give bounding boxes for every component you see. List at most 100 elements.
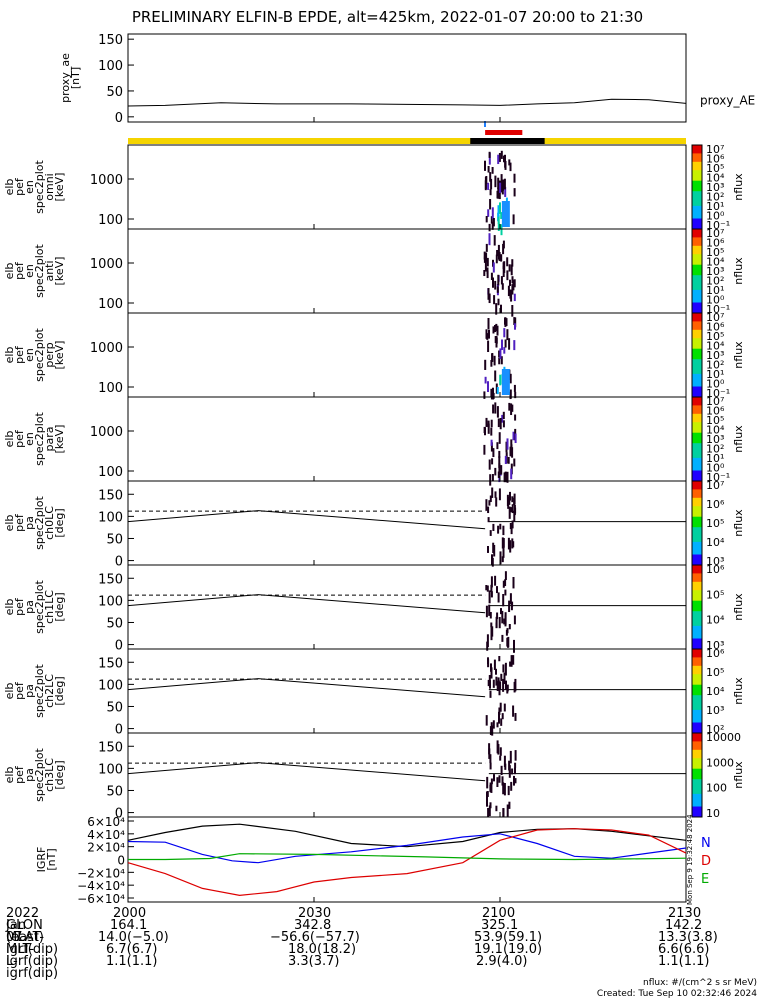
colorbar-segment xyxy=(692,560,702,564)
spectrogram-pixel xyxy=(487,381,489,393)
spectrogram-pixel xyxy=(488,329,490,339)
pa-spectrogram-pixel xyxy=(500,765,503,776)
igrf-series-green xyxy=(128,853,687,861)
spectrogram-pixel xyxy=(500,276,503,285)
colorbar-segment xyxy=(692,226,702,230)
y-tick-label: −4×10⁴ xyxy=(77,879,125,893)
colorbar-segment xyxy=(692,476,702,480)
pa-spectrogram-pixel xyxy=(509,661,512,667)
spectrogram-pixel xyxy=(493,295,496,305)
colorbar-segment xyxy=(692,777,702,780)
colorbar-segment xyxy=(692,768,702,772)
colorbar-segment xyxy=(692,189,702,192)
pa-spectrogram-pixel xyxy=(499,681,502,690)
orbit-bar-red xyxy=(485,130,523,135)
colorbar-segment xyxy=(692,258,702,261)
colorbar-segment xyxy=(692,418,702,421)
spectrogram-pixel xyxy=(503,178,506,190)
pa-spectrogram-pixel xyxy=(486,791,488,799)
axis-ylabel-line: elb xyxy=(3,599,16,616)
spectrogram-pixel xyxy=(488,152,491,165)
spectrogram-pixel xyxy=(491,458,494,465)
colorbar-segment xyxy=(692,793,702,797)
spectrogram-bright-region xyxy=(501,201,510,227)
axis-ylabel-line: pef xyxy=(13,765,26,784)
panel-pa_ch2 xyxy=(127,648,703,736)
spectrogram-pixel xyxy=(485,252,488,262)
colorbar-segment xyxy=(692,695,702,698)
colorbar-tick-label: 10⁰ xyxy=(706,210,725,223)
colorbar-segment xyxy=(692,302,702,306)
pa-spectrogram-pixel xyxy=(485,715,488,726)
colorbar-segment xyxy=(692,163,702,167)
colorbar-segment xyxy=(692,447,702,450)
colorbar-segment xyxy=(692,285,702,289)
colorbar-segment xyxy=(692,235,702,238)
axis-ylabel-line: elb xyxy=(3,179,16,196)
legend-proxy-ae: proxy_AE xyxy=(700,93,755,107)
row-value: 13.3(3.8) xyxy=(658,930,718,945)
panel-en_omni xyxy=(127,144,703,236)
spectrogram-pixel xyxy=(496,442,499,450)
pa-spectrogram-pixel xyxy=(511,538,514,549)
axis-ylabel-line: [keV] xyxy=(53,257,66,286)
panel-pa_ch3 xyxy=(127,732,703,818)
colorbar-tick-label: 10³ xyxy=(706,265,724,278)
spectrogram-pixel xyxy=(513,173,516,183)
spectrogram-pixel xyxy=(487,288,490,300)
axis-ylabel-line: ch2LC xyxy=(43,674,56,708)
spectrogram-pixel xyxy=(490,388,493,398)
colorbar-segment xyxy=(692,174,702,177)
colorbar-tick-label: 10³ xyxy=(706,704,724,717)
spectrogram-pixel xyxy=(496,387,499,395)
axis-ylabel-line: elb xyxy=(3,263,16,280)
colorbar-segment xyxy=(692,653,702,656)
colorbar-segment xyxy=(692,577,702,581)
colorbar-segment xyxy=(692,764,702,768)
spectrogram-pixel xyxy=(513,293,516,302)
colorbar-segment xyxy=(692,760,702,763)
pa-spectrogram-pixel xyxy=(485,499,488,511)
colorbar-segment xyxy=(692,426,702,429)
colorbar-segment xyxy=(692,623,702,627)
colorbar-segment xyxy=(692,155,702,159)
spectrogram-pixel xyxy=(490,272,493,280)
colorbar-segment xyxy=(692,651,702,654)
colorbar-segment xyxy=(692,619,702,623)
colorbar-segment xyxy=(692,422,702,425)
pa-spectrogram-pixel xyxy=(512,577,515,589)
colorbar-segment xyxy=(692,663,702,667)
panel-proxy_ae xyxy=(127,33,687,123)
y-tick-label: 0 xyxy=(115,639,123,654)
colorbar-segment xyxy=(692,313,702,316)
colorbar-segment xyxy=(692,428,702,432)
pa-spectrogram-pixel xyxy=(502,545,505,558)
colorbar-segment xyxy=(692,491,702,495)
colorbar-segment xyxy=(692,636,702,639)
colorbar-segment xyxy=(692,804,702,807)
colorbar-label: nflux xyxy=(732,509,745,537)
colorbar-segment xyxy=(692,745,702,749)
spectrogram-pixel xyxy=(506,257,509,267)
colorbar-segment xyxy=(692,218,702,222)
pa-spectrogram-pixel xyxy=(500,608,502,615)
colorbar-segment xyxy=(692,462,702,465)
panel-en_para xyxy=(127,396,703,486)
spectrogram-pixel xyxy=(501,414,504,423)
spectrogram-pixel xyxy=(511,284,514,295)
colorbar-segment xyxy=(692,266,702,270)
colorbar-segment xyxy=(692,331,702,335)
pa-spectrogram-pixel xyxy=(499,755,502,761)
spectrogram-pixel xyxy=(503,472,506,483)
spectrogram-pixel xyxy=(511,276,514,284)
pa-spectrogram-pixel xyxy=(497,525,500,534)
pa-spectrogram-pixel xyxy=(509,491,511,501)
spectrogram-bright-region xyxy=(501,369,510,395)
colorbar-segment xyxy=(692,359,702,362)
colorbar-segment xyxy=(692,800,702,803)
colorbar-segment xyxy=(692,747,702,751)
colorbar-segment xyxy=(692,506,702,509)
igrf-legend-N: N xyxy=(701,836,711,851)
pa-spectrogram-pixel xyxy=(492,523,495,532)
pa-spectrogram-pixel xyxy=(510,525,513,535)
